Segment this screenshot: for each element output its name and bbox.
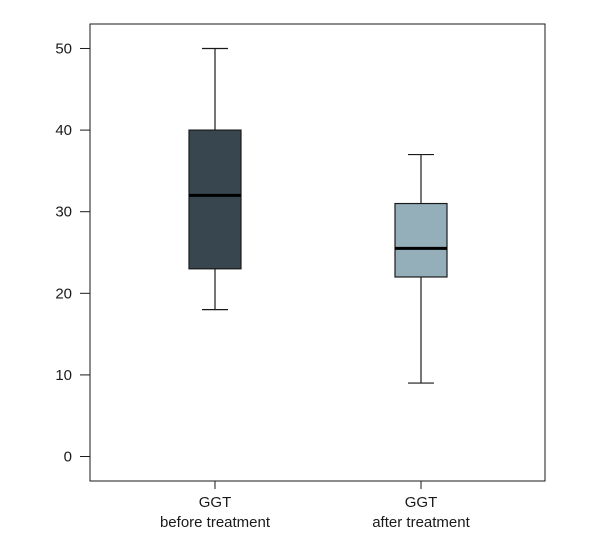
plot-area-frame bbox=[89, 23, 546, 482]
x-category-label-line2: after treatment bbox=[372, 514, 470, 531]
iqr-box bbox=[394, 202, 448, 278]
box-1 bbox=[394, 153, 448, 384]
box-series bbox=[188, 47, 448, 384]
y-axis: 0 10 20 30 40 50 bbox=[55, 40, 90, 466]
y-tick-label: 40 bbox=[55, 122, 72, 139]
y-tick-label: 50 bbox=[55, 40, 72, 57]
x-category-label-line2: before treatment bbox=[160, 514, 271, 531]
x-axis: GGT before treatment GGT after treatment bbox=[160, 481, 471, 531]
x-category-label-line1: GGT bbox=[199, 494, 232, 511]
y-tick-label: 10 bbox=[55, 367, 72, 384]
iqr-box bbox=[188, 129, 242, 270]
y-tick-label: 20 bbox=[55, 285, 72, 302]
x-category-label-line1: GGT bbox=[405, 494, 438, 511]
y-tick-label: 30 bbox=[55, 204, 72, 221]
box-0 bbox=[188, 47, 242, 311]
y-tick-label: 0 bbox=[64, 449, 72, 466]
